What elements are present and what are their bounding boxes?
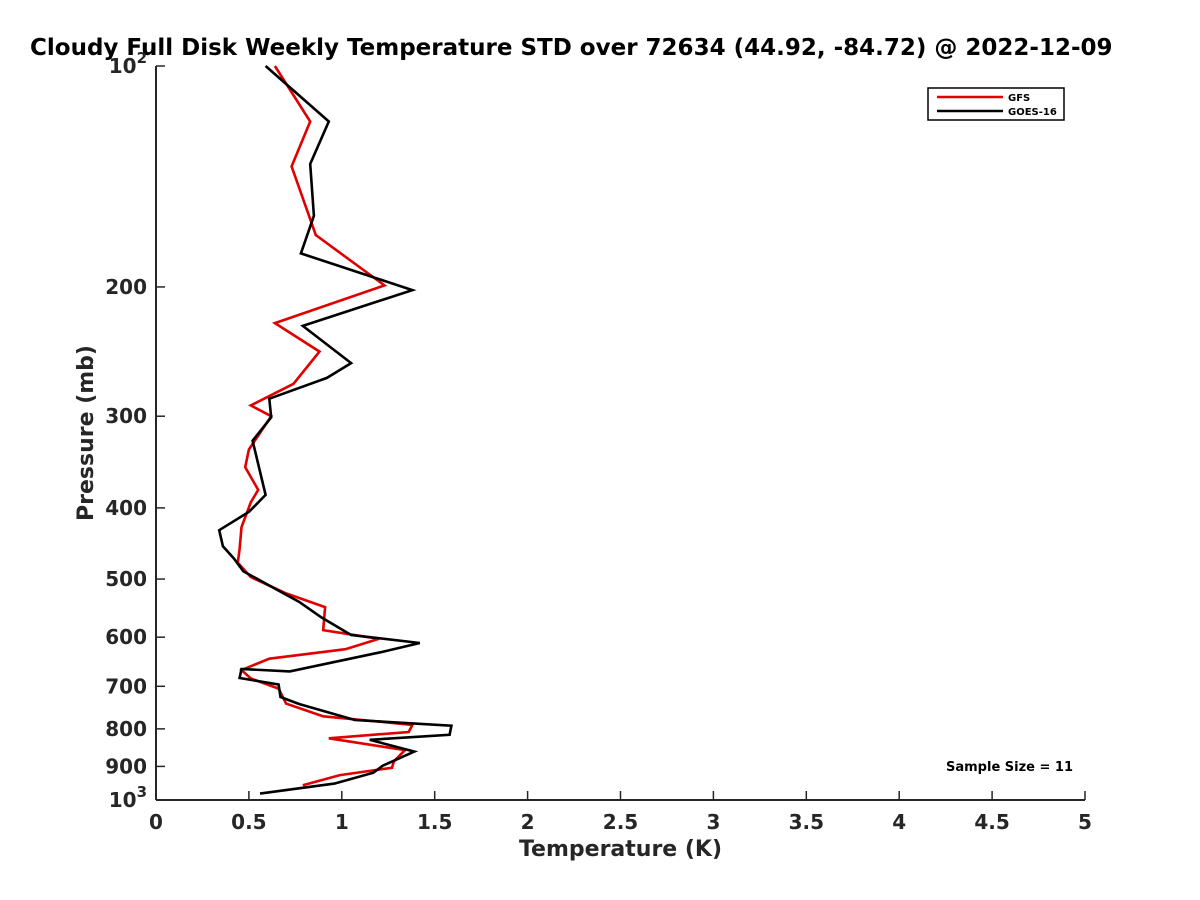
x-tick-label: 0 [149, 810, 163, 834]
legend: GFS GOES-16 [927, 87, 1065, 121]
y-tick-label: 600 [105, 625, 147, 649]
x-tick-label: 2 [521, 810, 535, 834]
y-tick-label: 800 [105, 717, 147, 741]
y-axis-label: Pressure (mb) [74, 345, 99, 521]
x-axis-label: Temperature (K) [519, 837, 722, 862]
x-tick-label: 5 [1078, 810, 1092, 834]
x-tick-label: 3.5 [789, 810, 824, 834]
x-tick-label: 4.5 [974, 810, 1009, 834]
x-tick-label: 0.5 [231, 810, 266, 834]
x-tick-label: 1 [335, 810, 349, 834]
x-tick-label: 3 [706, 810, 720, 834]
y-tick-label: 200 [105, 275, 147, 299]
y-axis-ticks: 102 200 300 400 500 600 700 800 900 103 [105, 49, 165, 812]
x-tick-label: 1.5 [417, 810, 452, 834]
y-tick-label: 300 [105, 404, 147, 428]
sample-size-annotation: Sample Size = 11 [946, 760, 1073, 775]
plot-lines [217, 65, 453, 795]
legend-label-gfs: GFS [1008, 93, 1030, 104]
y-tick-label: 900 [105, 754, 147, 778]
x-tick-label: 4 [892, 810, 906, 834]
x-tick-label: 2.5 [603, 810, 638, 834]
y-tick-label: 103 [109, 783, 147, 812]
legend-box [927, 87, 1065, 121]
y-tick-label: 400 [105, 496, 147, 520]
y-tick-label: 700 [105, 674, 147, 698]
series-line-goes-16 [217, 65, 453, 795]
x-axis-ticks: 0 0.5 1 1.5 2 2.5 3 3.5 4 4.5 5 [149, 791, 1092, 834]
chart-title: Cloudy Full Disk Weekly Temperature STD … [30, 35, 1113, 61]
y-tick-label: 500 [105, 567, 147, 591]
y-tick-label: 102 [109, 49, 147, 78]
legend-label-goes-16: GOES-16 [1008, 107, 1057, 118]
